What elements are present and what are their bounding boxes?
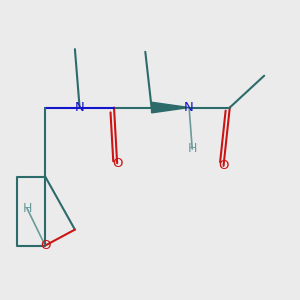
Text: O: O: [112, 157, 122, 170]
Text: H: H: [22, 202, 32, 215]
Text: N: N: [184, 101, 194, 114]
Text: O: O: [40, 239, 50, 252]
Text: H: H: [188, 142, 197, 155]
Polygon shape: [152, 102, 189, 113]
Text: N: N: [75, 101, 85, 114]
Text: O: O: [218, 159, 229, 172]
